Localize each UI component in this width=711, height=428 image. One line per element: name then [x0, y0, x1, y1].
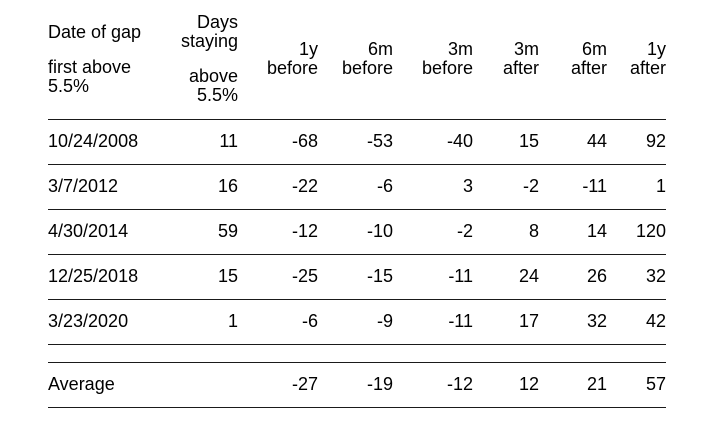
col-header-1y-after: 1y after: [607, 0, 666, 120]
value-cell: -10: [318, 209, 393, 255]
average-value-cell: 21: [539, 362, 607, 408]
header-line: Date of gap: [48, 21, 142, 42]
value-cell: -53: [318, 119, 393, 165]
date-cell: 10/24/2008: [48, 119, 173, 165]
header-line: Days staying: [180, 12, 238, 52]
spacer-cell: [48, 344, 666, 363]
value-cell: -25: [238, 254, 318, 300]
value-cell: -15: [318, 254, 393, 300]
average-value-cell: 12: [473, 362, 539, 408]
average-value-cell: 57: [607, 362, 666, 408]
header-line: 3m: [447, 39, 473, 60]
col-header-6m-before: 6m before: [318, 0, 393, 120]
header-line: 1y: [298, 39, 318, 60]
gap-table-container: Date of gap first above 5.5% Days stayin…: [48, 0, 666, 408]
header-line: 6m: [367, 39, 393, 60]
days-cell-empty: [173, 362, 238, 408]
col-header-3m-after: 3m after: [473, 0, 539, 120]
average-value-cell: -12: [393, 362, 473, 408]
value-cell: 32: [607, 254, 666, 300]
header-line: 6m: [581, 39, 607, 60]
table-row: 3/23/2020 1 -6 -9 -11 17 32 42: [48, 299, 666, 345]
table-row: 10/24/2008 11 -68 -53 -40 15 44 92: [48, 119, 666, 165]
average-row: Average -27 -19 -12 12 21 57: [48, 362, 666, 408]
spacer-row: [48, 344, 666, 363]
value-cell: -6: [318, 164, 393, 210]
days-cell: 1: [173, 299, 238, 345]
value-cell: 32: [539, 299, 607, 345]
value-cell: 92: [607, 119, 666, 165]
col-header-date-of-gap: Date of gap first above 5.5%: [48, 0, 173, 120]
header-line: above 5.5%: [188, 66, 238, 106]
value-cell: -6: [238, 299, 318, 345]
value-cell: 17: [473, 299, 539, 345]
header-line: after: [570, 58, 607, 79]
value-cell: 3: [393, 164, 473, 210]
header-line: first above 5.5%: [48, 56, 132, 96]
value-cell: -12: [238, 209, 318, 255]
table-row: 12/25/2018 15 -25 -15 -11 24 26 32: [48, 254, 666, 300]
value-cell: -11: [539, 164, 607, 210]
value-cell: 1: [607, 164, 666, 210]
header-row: Date of gap first above 5.5% Days stayin…: [48, 0, 666, 120]
header-line: 3m: [513, 39, 539, 60]
value-cell: 8: [473, 209, 539, 255]
value-cell: -22: [238, 164, 318, 210]
header-line: after: [502, 58, 539, 79]
value-cell: 42: [607, 299, 666, 345]
value-cell: -2: [393, 209, 473, 255]
col-header-1y-before: 1y before: [238, 0, 318, 120]
date-cell: 3/23/2020: [48, 299, 173, 345]
gap-table: Date of gap first above 5.5% Days stayin…: [48, 0, 666, 408]
average-value-cell: -27: [238, 362, 318, 408]
value-cell: 24: [473, 254, 539, 300]
value-cell: -11: [393, 299, 473, 345]
average-label: Average: [48, 362, 173, 408]
value-cell: -9: [318, 299, 393, 345]
col-header-3m-before: 3m before: [393, 0, 473, 120]
value-cell: 15: [473, 119, 539, 165]
col-header-6m-after: 6m after: [539, 0, 607, 120]
date-cell: 4/30/2014: [48, 209, 173, 255]
value-cell: 14: [539, 209, 607, 255]
value-cell: -11: [393, 254, 473, 300]
table-row: 3/7/2012 16 -22 -6 3 -2 -11 1: [48, 164, 666, 210]
average-value-cell: -19: [318, 362, 393, 408]
value-cell: 120: [607, 209, 666, 255]
table-row: 4/30/2014 59 -12 -10 -2 8 14 120: [48, 209, 666, 255]
days-cell: 16: [173, 164, 238, 210]
value-cell: -68: [238, 119, 318, 165]
header-line: after: [629, 58, 666, 79]
days-cell: 11: [173, 119, 238, 165]
header-line: 1y: [646, 39, 666, 60]
header-line: before: [341, 58, 393, 79]
date-cell: 3/7/2012: [48, 164, 173, 210]
value-cell: -40: [393, 119, 473, 165]
days-cell: 59: [173, 209, 238, 255]
date-cell: 12/25/2018: [48, 254, 173, 300]
value-cell: -2: [473, 164, 539, 210]
header-line: before: [421, 58, 473, 79]
col-header-days-staying: Days staying above 5.5%: [173, 0, 238, 120]
value-cell: 26: [539, 254, 607, 300]
value-cell: 44: [539, 119, 607, 165]
days-cell: 15: [173, 254, 238, 300]
header-line: before: [266, 58, 318, 79]
